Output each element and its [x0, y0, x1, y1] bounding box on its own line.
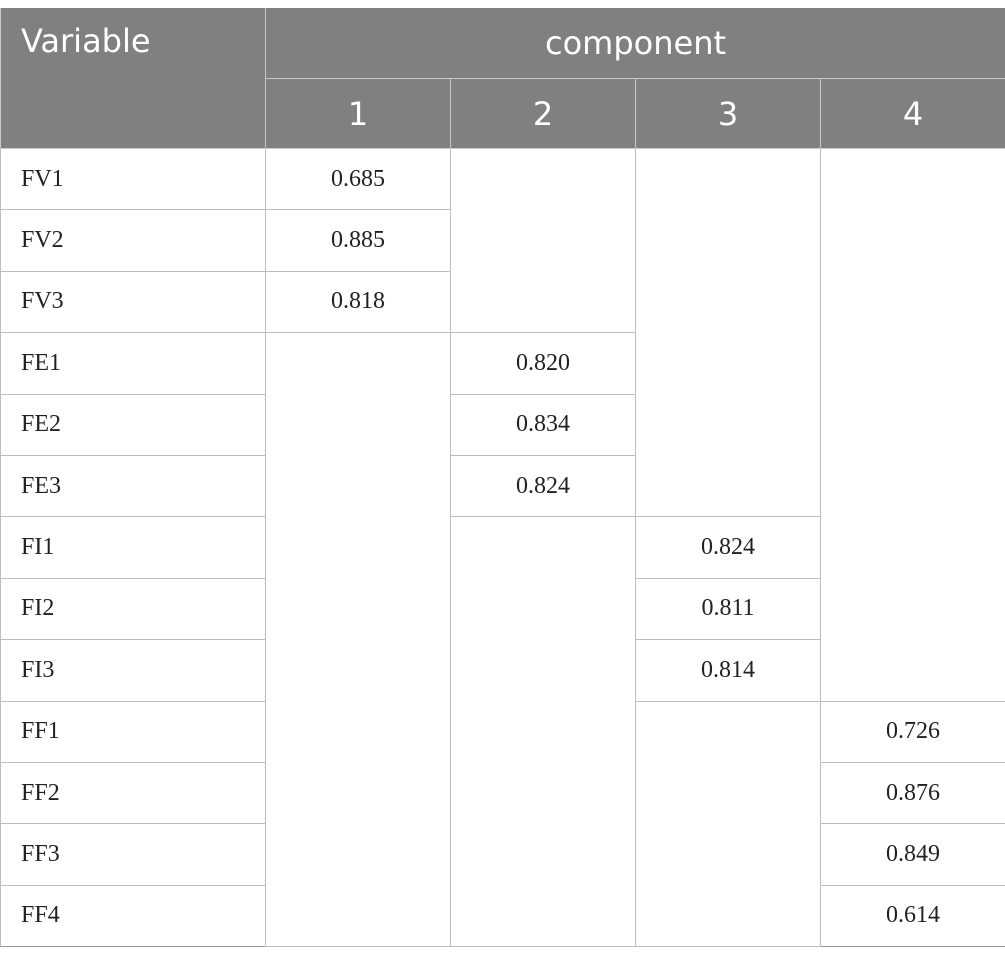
variable-cell: FV1	[1, 149, 266, 210]
variable-cell: FF1	[1, 701, 266, 762]
variable-cell: FF4	[1, 885, 266, 946]
variable-cell: FI1	[1, 517, 266, 578]
group-header: component	[266, 8, 1005, 79]
loading-cell: 0.614	[821, 885, 1005, 946]
loading-cell: 0.685	[266, 149, 451, 210]
loading-cell: 0.814	[636, 640, 821, 701]
variable-cell: FE3	[1, 455, 266, 516]
loading-cell: 0.885	[266, 210, 451, 271]
empty-cell	[266, 333, 451, 947]
loading-cell: 0.811	[636, 578, 821, 639]
loading-cell: 0.726	[821, 701, 1005, 762]
column-header: 3	[636, 79, 821, 149]
empty-cell	[451, 517, 636, 947]
variable-header: Variable	[1, 8, 266, 149]
column-header: 4	[821, 79, 1005, 149]
column-header: 1	[266, 79, 451, 149]
empty-cell	[821, 149, 1005, 702]
variable-cell: FV2	[1, 210, 266, 271]
variable-cell: FF2	[1, 762, 266, 823]
loading-cell: 0.834	[451, 394, 636, 455]
loading-cell: 0.849	[821, 824, 1005, 885]
variable-cell: FE2	[1, 394, 266, 455]
loading-cell: 0.876	[821, 762, 1005, 823]
variable-cell: FF3	[1, 824, 266, 885]
header-row: Variable component	[1, 8, 1005, 79]
variable-cell: FI2	[1, 578, 266, 639]
loading-cell: 0.820	[451, 333, 636, 394]
variable-cell: FE1	[1, 333, 266, 394]
loading-cell: 0.818	[266, 271, 451, 332]
column-header: 2	[451, 79, 636, 149]
empty-cell	[636, 701, 821, 947]
empty-cell	[636, 149, 821, 517]
loading-cell: 0.824	[451, 455, 636, 516]
variable-cell: FV3	[1, 271, 266, 332]
variable-cell: FI3	[1, 640, 266, 701]
loading-cell: 0.824	[636, 517, 821, 578]
empty-cell	[451, 149, 636, 333]
